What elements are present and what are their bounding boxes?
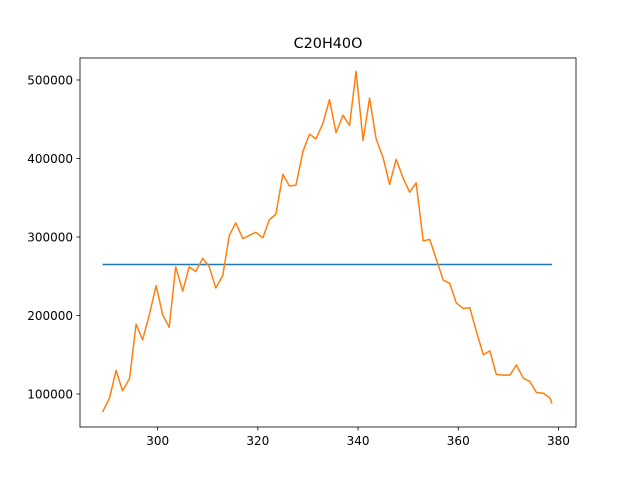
x-tick-label: 380 (547, 434, 570, 448)
y-tick-label: 100000 (27, 388, 73, 402)
x-tick-label: 360 (447, 434, 470, 448)
y-axis: 100000 200000 300000 400000 500000 (27, 73, 80, 402)
x-tick-label: 340 (347, 434, 370, 448)
y-tick-label: 400000 (27, 152, 73, 166)
y-tick-label: 300000 (27, 231, 73, 245)
y-tick-label: 200000 (27, 309, 73, 323)
x-tick-label: 320 (246, 434, 269, 448)
x-tick-label: 300 (146, 434, 169, 448)
series-line-2 (101, 70, 553, 413)
plot-area (101, 70, 553, 413)
chart-title: C20H40O (294, 36, 363, 52)
y-tick-label: 500000 (27, 73, 73, 87)
x-axis: 300 320 340 360 380 (146, 427, 570, 448)
axes-frame (79, 57, 577, 428)
